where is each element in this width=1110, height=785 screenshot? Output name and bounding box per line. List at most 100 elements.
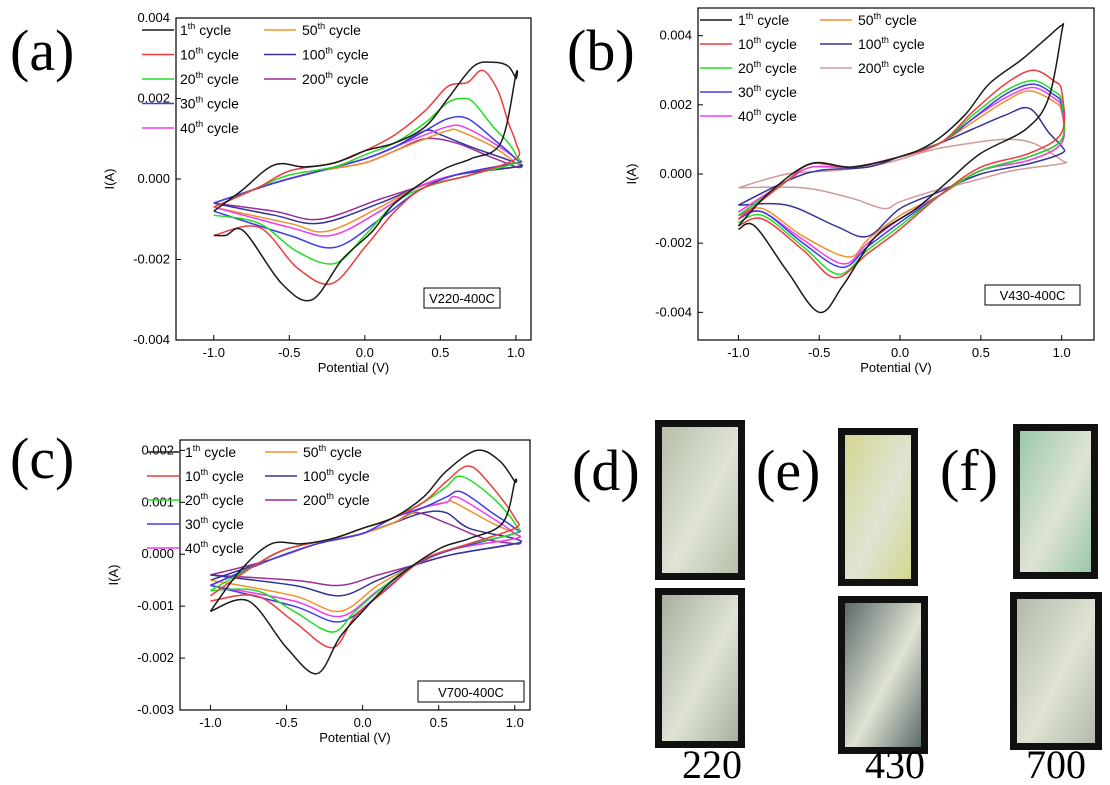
panel-label: (d)	[572, 438, 640, 503]
panel-label: (c)	[10, 426, 74, 491]
sample-label-box	[984, 284, 1081, 306]
sample-label: V430-400C	[1000, 288, 1066, 303]
y-tick-label: 0.000	[659, 166, 692, 181]
y-tick-label: -0.002	[655, 235, 692, 250]
y-axis-label: I(A)	[624, 164, 639, 185]
y-tick-label: 0.001	[141, 494, 174, 509]
y-axis-label: I(A)	[106, 565, 121, 586]
sample-photo	[845, 435, 911, 579]
sample-number: 700	[1026, 742, 1086, 785]
sample-photo	[662, 595, 738, 741]
x-tick-label: 1.0	[507, 345, 525, 360]
y-tick-label: 0.000	[137, 171, 170, 186]
legend-label: 10th cycle	[185, 467, 244, 484]
legend-label: 40th cycle	[185, 539, 244, 556]
legend-label: 20th cycle	[180, 70, 239, 87]
legend-label: 1th cycle	[185, 443, 236, 460]
legend-label: 100th cycle	[858, 35, 925, 52]
legend-label: 40th cycle	[180, 119, 239, 136]
sample-photo	[845, 603, 921, 747]
legend-label: 200th cycle	[302, 70, 369, 87]
cv-panel-a: (a) -1.0 -0.5 0.0 0.5 1.0 -0.004 -0.002 0.000 0.0…	[10, 10, 532, 375]
x-axis-label: Potential (V)	[319, 730, 391, 745]
legend-label: 30th cycle	[180, 95, 239, 112]
legend-label: 1th cycle	[180, 21, 231, 38]
sample-photo	[1020, 431, 1091, 572]
x-axis-label: Potential (V)	[860, 360, 932, 375]
legend-label: 30th cycle	[185, 515, 244, 532]
cv-panel-c: (c) -1.0 -0.5 0.0 0.5 1.0 -0.003 -0.002 -0.001 0.…	[10, 426, 531, 745]
x-tick-label: -0.5	[275, 715, 297, 730]
x-tick-label: -0.5	[278, 345, 300, 360]
x-tick-label: -0.5	[808, 345, 830, 360]
y-tick-label: -0.004	[133, 332, 170, 347]
legend-label: 50th cycle	[303, 443, 362, 460]
legend-label: 200th cycle	[303, 491, 370, 508]
legend-label: 1th cycle	[738, 11, 789, 28]
legend-label: 20th cycle	[738, 59, 797, 76]
photo-panel-f: (f) 700	[940, 424, 1102, 785]
sample-label-box	[423, 287, 501, 309]
cv-curve-40-cycle	[210, 495, 521, 618]
x-tick-label: 0.0	[891, 345, 909, 360]
x-tick-label: 0.5	[430, 715, 448, 730]
panel-label: (a)	[10, 18, 74, 83]
sample-label: V220-400C	[429, 291, 495, 306]
photo-panel-e: (e) 430	[756, 428, 928, 785]
x-tick-label: 0.0	[354, 715, 372, 730]
y-tick-label: -0.001	[137, 598, 174, 613]
sample-number: 220	[682, 742, 742, 785]
x-tick-label: 1.0	[506, 715, 524, 730]
y-axis-label: I(A)	[102, 169, 117, 190]
legend-label: 20th cycle	[185, 491, 244, 508]
x-tick-label: -1.0	[727, 345, 749, 360]
sample-number: 430	[865, 742, 925, 785]
x-tick-label: 0.5	[431, 345, 449, 360]
y-tick-label: -0.002	[133, 252, 170, 267]
legend-label: 10th cycle	[738, 35, 797, 52]
y-tick-label: -0.004	[655, 304, 692, 319]
photo-panel-d: (d) 220	[572, 420, 745, 785]
cv-panel-b: (b) -1.0 -0.5 0.0 0.5 1.0 -0.004 -0.002 0.000 0.0…	[567, 7, 1095, 375]
x-tick-label: 0.0	[356, 345, 374, 360]
y-tick-label: -0.002	[137, 650, 174, 665]
y-tick-label: 0.004	[659, 28, 692, 43]
sample-photo	[1017, 599, 1095, 743]
panel-label: (e)	[756, 438, 820, 503]
panel-label: (f)	[940, 438, 998, 503]
cv-curve-40-cycle	[213, 124, 523, 237]
legend-label: 100th cycle	[303, 467, 370, 484]
plot-frame	[179, 439, 531, 711]
legend-label: 200th cycle	[858, 59, 925, 76]
cv-curve-30-cycle	[213, 115, 523, 249]
legend-label: 100th cycle	[302, 46, 369, 63]
sample-photo	[662, 427, 738, 573]
y-tick-label: 0.002	[659, 97, 692, 112]
y-tick-label: 0.004	[137, 10, 170, 25]
panel-label: (b)	[567, 18, 635, 83]
cv-curve-1-cycle	[213, 61, 519, 302]
legend-label: 50th cycle	[858, 11, 917, 28]
sample-label: V700-400C	[438, 685, 504, 700]
y-tick-label: -0.003	[137, 702, 174, 717]
cv-curve-50-cycle	[213, 128, 523, 233]
legend-label: 10th cycle	[180, 46, 239, 63]
x-tick-label: 1.0	[1053, 345, 1071, 360]
cv-curve-50-cycle	[210, 499, 521, 613]
y-tick-label: 0.002	[141, 442, 174, 457]
sample-label-box	[417, 680, 525, 703]
x-tick-label: 0.5	[972, 345, 990, 360]
legend-label: 40th cycle	[738, 107, 797, 124]
cv-curve-1-cycle	[737, 23, 1065, 314]
cv-curve-200-cycle	[738, 138, 1068, 210]
x-tick-label: -1.0	[199, 715, 221, 730]
cv-curve-1-cycle	[209, 449, 518, 675]
x-tick-label: -1.0	[203, 345, 225, 360]
cv-curve-200-cycle	[210, 511, 522, 587]
y-tick-label: 0.002	[137, 91, 170, 106]
legend-label: 50th cycle	[302, 21, 361, 38]
y-tick-label: 0.000	[141, 546, 174, 561]
legend-label: 30th cycle	[738, 83, 797, 100]
x-axis-label: Potential (V)	[318, 360, 390, 375]
